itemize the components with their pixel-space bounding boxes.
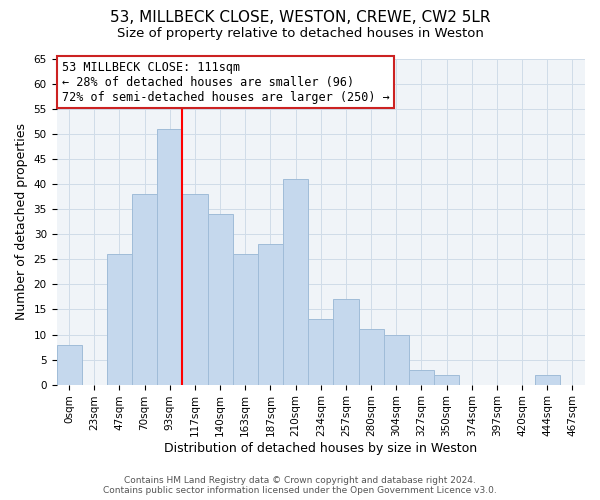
Text: Size of property relative to detached houses in Weston: Size of property relative to detached ho… [116,28,484,40]
Bar [182,194,208,384]
Bar [283,179,308,384]
Bar [56,344,82,385]
Bar [308,320,334,384]
Y-axis label: Number of detached properties: Number of detached properties [15,124,28,320]
Bar [208,214,233,384]
Bar [258,244,283,384]
Bar [535,374,560,384]
Text: Contains HM Land Registry data © Crown copyright and database right 2024.
Contai: Contains HM Land Registry data © Crown c… [103,476,497,495]
Text: 53 MILLBECK CLOSE: 111sqm
← 28% of detached houses are smaller (96)
72% of semi-: 53 MILLBECK CLOSE: 111sqm ← 28% of detac… [62,60,389,104]
Bar [107,254,132,384]
Text: 53, MILLBECK CLOSE, WESTON, CREWE, CW2 5LR: 53, MILLBECK CLOSE, WESTON, CREWE, CW2 5… [110,10,490,25]
Bar [409,370,434,384]
Bar [157,129,182,384]
Bar [359,330,383,384]
Bar [383,334,409,384]
Bar [233,254,258,384]
Bar [434,374,459,384]
X-axis label: Distribution of detached houses by size in Weston: Distribution of detached houses by size … [164,442,478,455]
Bar [132,194,157,384]
Bar [334,300,359,384]
